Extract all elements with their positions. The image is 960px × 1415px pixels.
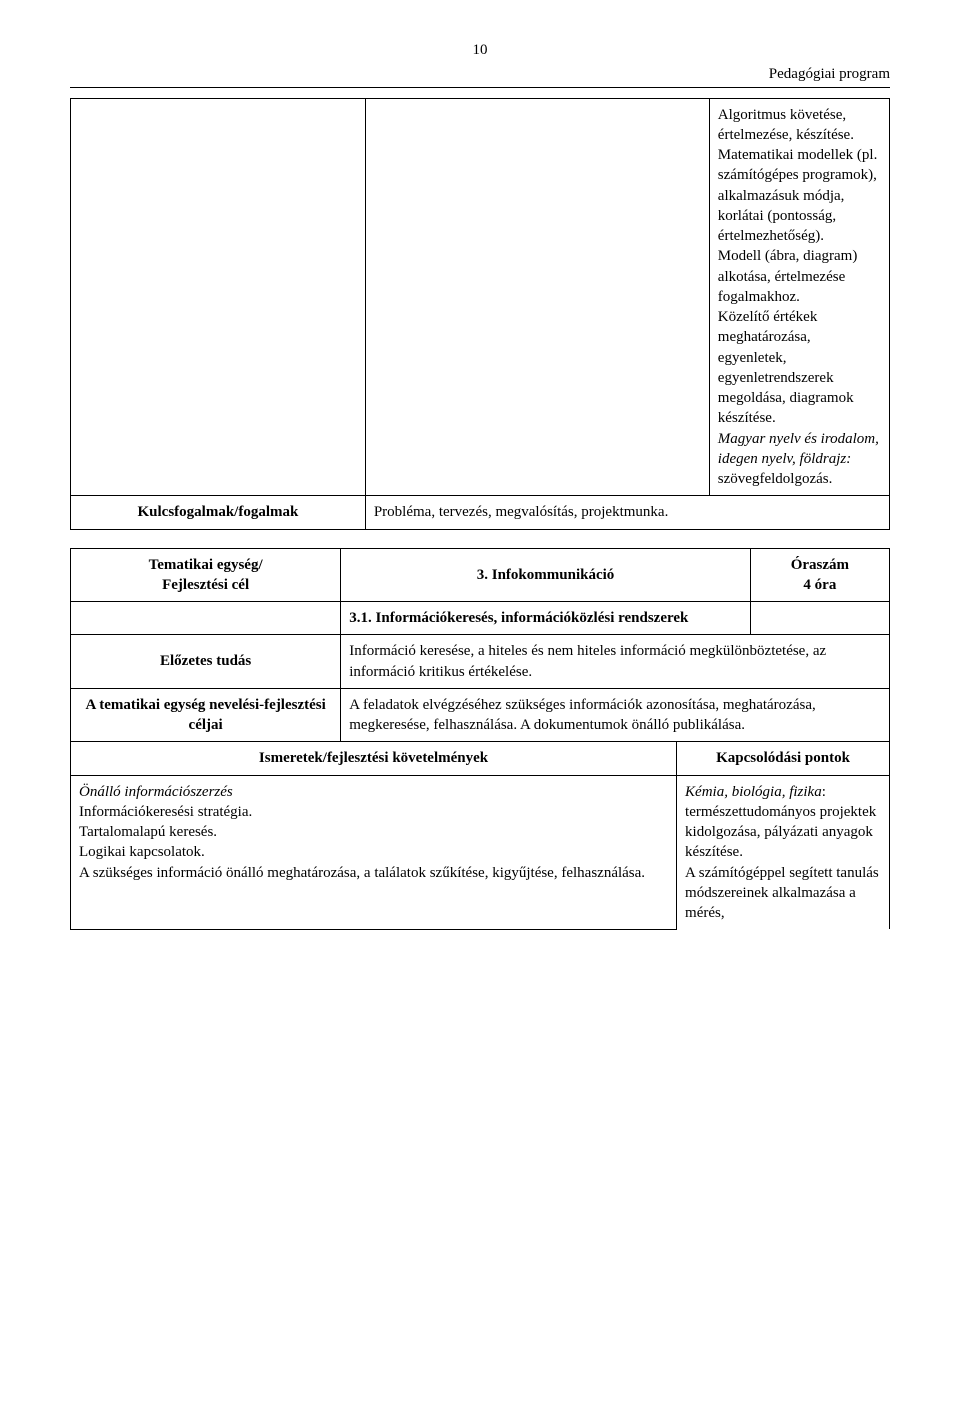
cell-empty (750, 602, 889, 635)
cell-oraszam: Óraszám 4 óra (750, 548, 889, 602)
paragraph: Modell (ábra, diagram) alkotása, értelme… (718, 246, 881, 307)
table-row: Előzetes tudás Információ keresése, a hi… (71, 635, 890, 689)
cell-header-ismeretek: Ismeretek/fejlesztési követelmények (71, 742, 677, 775)
text-line: Tartalomalapú keresés. (79, 822, 668, 842)
text-line: Óraszám (759, 555, 881, 575)
paragraph: Közelítő értékek meghatározása, egyenlet… (718, 307, 881, 429)
cell-celjai-value: A feladatok elvégzéséhez szükséges infor… (341, 688, 890, 742)
text-line: Fejlesztési cél (79, 575, 332, 595)
paragraph: Magyar nyelv és irodalom, idegen nyelv, … (718, 429, 881, 490)
table-row: Ismeretek/fejlesztési követelmények Kapc… (71, 742, 890, 775)
paragraph: Kémia, biológia, fizika: természettudomá… (685, 782, 881, 863)
paragraph: A számítógéppel segített tanulás módszer… (685, 863, 881, 924)
text: szövegfeldolgozás. (718, 471, 833, 487)
italic-text: Kémia, biológia, fizika (685, 784, 822, 800)
cell-kulcsfogalmak-value: Probléma, tervezés, megvalósítás, projek… (365, 496, 889, 529)
cell-content: Algoritmus követése, értelmezése, készít… (709, 98, 889, 496)
italic-heading: Önálló információszerzés (79, 782, 668, 802)
italic-text: Magyar nyelv és irodalom, idegen nyelv, … (718, 431, 879, 467)
table-row: Tematikai egység/ Fejlesztési cél 3. Inf… (71, 548, 890, 602)
cell-elozetes-value: Információ keresése, a hiteles és nem hi… (341, 635, 890, 689)
text-line: Logikai kapcsolatok. (79, 842, 668, 862)
cell-empty (71, 98, 366, 496)
table-row: Kulcsfogalmak/fogalmak Probléma, tervezé… (71, 496, 890, 529)
cell-left-content: Önálló információszerzés Információkeres… (71, 775, 677, 929)
cell-empty (365, 98, 709, 496)
cell-right-content: Kémia, biológia, fizika: természettudomá… (677, 775, 890, 929)
cell-tematikai-label: Tematikai egység/ Fejlesztési cél (71, 548, 341, 602)
cell-infokommunikacio: 3. Infokommunikáció (341, 548, 751, 602)
cell-celjai-label: A tematikai egység nevelési-fejlesztési … (71, 688, 341, 742)
table-row: A tematikai egység nevelési-fejlesztési … (71, 688, 890, 742)
cell-empty (71, 602, 341, 635)
text-line: A szükséges információ önálló meghatároz… (79, 863, 668, 883)
table-tematikai: Tematikai egység/ Fejlesztési cél 3. Inf… (70, 548, 890, 743)
page-number: 10 (70, 40, 890, 60)
cell-kulcsfogalmak-label: Kulcsfogalmak/fogalmak (71, 496, 366, 529)
cell-subsection: 3.1. Információkeresés, információközlés… (341, 602, 751, 635)
paragraph: Matematikai modellek (pl. számítógépes p… (718, 145, 881, 246)
text-line: 4 óra (759, 575, 881, 595)
table-row: Algoritmus követése, értelmezése, készít… (71, 98, 890, 496)
running-head: Pedagógiai program (70, 64, 890, 87)
text-line: Tematikai egység/ (79, 555, 332, 575)
table-row: 3.1. Információkeresés, információközlés… (71, 602, 890, 635)
table-ismeretek: Ismeretek/fejlesztési követelmények Kapc… (70, 742, 890, 930)
paragraph: Algoritmus követése, értelmezése, készít… (718, 105, 881, 146)
cell-header-kapcsolodasi: Kapcsolódási pontok (677, 742, 890, 775)
text-line: Információkeresési stratégia. (79, 802, 668, 822)
table-kulcsfogalmak: Algoritmus követése, értelmezése, készít… (70, 98, 890, 530)
table-row: Önálló információszerzés Információkeres… (71, 775, 890, 929)
cell-elozetes-label: Előzetes tudás (71, 635, 341, 689)
